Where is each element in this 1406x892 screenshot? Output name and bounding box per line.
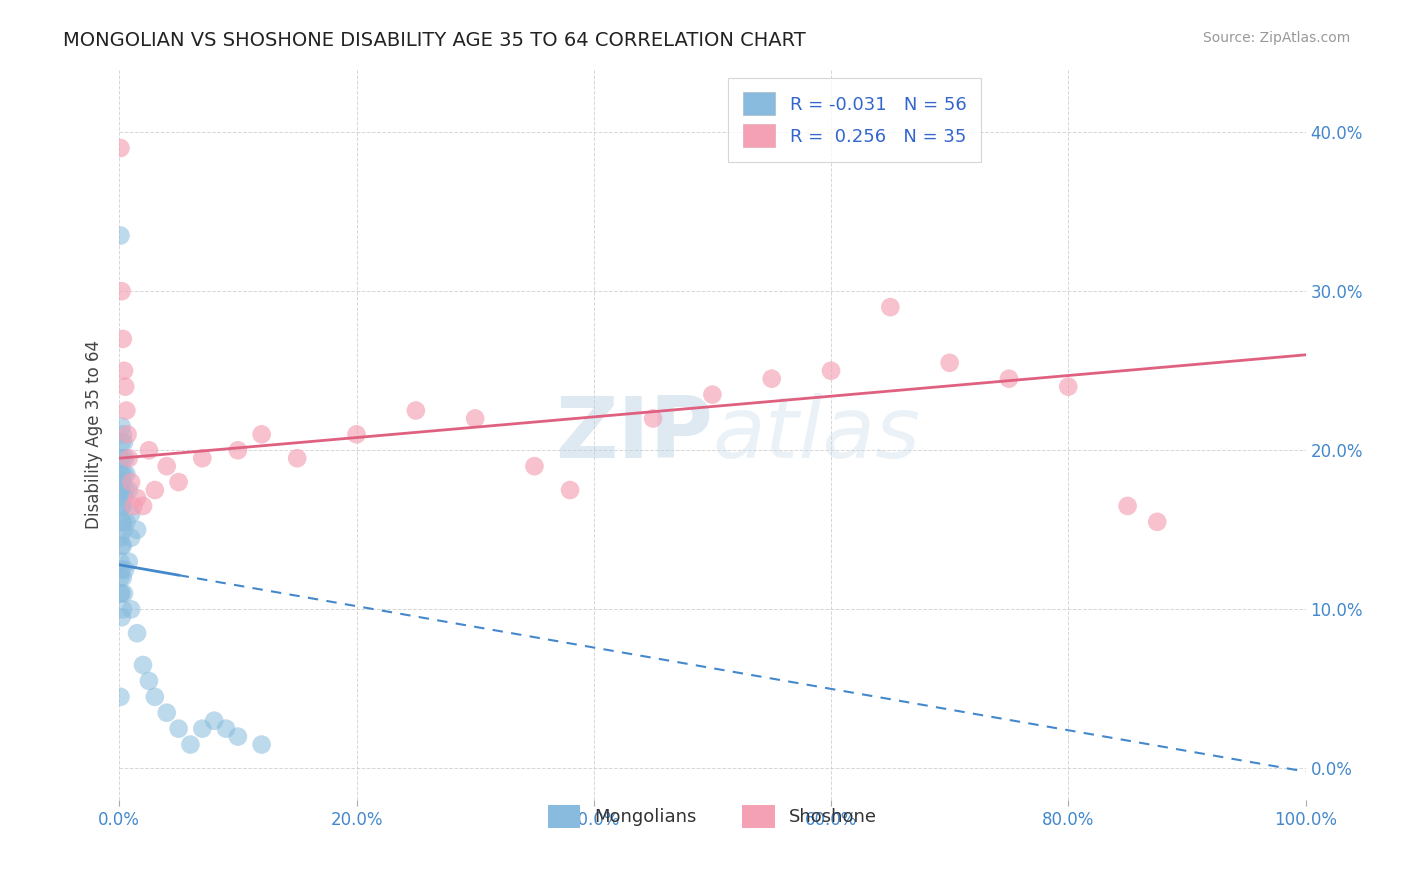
Point bbox=[112, 586, 135, 600]
Point bbox=[523, 459, 546, 474]
Point bbox=[110, 228, 132, 243]
Point bbox=[250, 427, 273, 442]
Point bbox=[125, 523, 148, 537]
Point bbox=[120, 475, 142, 489]
Point bbox=[111, 515, 134, 529]
Point bbox=[938, 356, 960, 370]
Point bbox=[1116, 499, 1139, 513]
Point bbox=[111, 427, 134, 442]
Point bbox=[111, 475, 134, 489]
Point bbox=[110, 451, 132, 466]
Point bbox=[111, 515, 134, 529]
Point bbox=[191, 722, 214, 736]
Point bbox=[110, 499, 132, 513]
Point bbox=[998, 372, 1021, 386]
Point bbox=[641, 411, 664, 425]
Point bbox=[111, 284, 134, 298]
Point bbox=[114, 379, 136, 393]
Text: ZIP: ZIP bbox=[554, 392, 713, 475]
Point bbox=[405, 403, 427, 417]
Point bbox=[114, 483, 136, 497]
Point bbox=[1057, 379, 1080, 393]
Point bbox=[191, 451, 214, 466]
Point bbox=[110, 690, 132, 704]
Point bbox=[125, 626, 148, 640]
Point bbox=[111, 332, 134, 346]
Point bbox=[111, 435, 134, 450]
Point bbox=[110, 570, 132, 584]
Point bbox=[143, 483, 166, 497]
Point bbox=[285, 451, 308, 466]
Point bbox=[111, 602, 134, 616]
Point bbox=[215, 722, 238, 736]
Point bbox=[117, 427, 139, 442]
Point bbox=[114, 451, 136, 466]
Point bbox=[110, 531, 132, 545]
Point bbox=[115, 403, 138, 417]
Point bbox=[111, 539, 134, 553]
Point bbox=[111, 586, 134, 600]
Point bbox=[110, 483, 132, 497]
Point bbox=[179, 738, 201, 752]
Point bbox=[122, 499, 145, 513]
Point bbox=[820, 364, 842, 378]
Legend: Mongolians, Shoshone: Mongolians, Shoshone bbox=[540, 797, 884, 835]
Point bbox=[120, 531, 142, 545]
Point bbox=[226, 443, 249, 458]
Point bbox=[114, 563, 136, 577]
Point bbox=[112, 491, 135, 505]
Point bbox=[111, 451, 134, 466]
Point bbox=[226, 730, 249, 744]
Point bbox=[202, 714, 225, 728]
Point bbox=[167, 722, 190, 736]
Point bbox=[156, 459, 179, 474]
Y-axis label: Disability Age 35 to 64: Disability Age 35 to 64 bbox=[86, 340, 103, 529]
Point bbox=[111, 499, 134, 513]
Point bbox=[110, 555, 132, 569]
Text: MONGOLIAN VS SHOSHONE DISABILITY AGE 35 TO 64 CORRELATION CHART: MONGOLIAN VS SHOSHONE DISABILITY AGE 35 … bbox=[63, 31, 806, 50]
Text: Source: ZipAtlas.com: Source: ZipAtlas.com bbox=[1202, 31, 1350, 45]
Point bbox=[464, 411, 486, 425]
Point bbox=[118, 483, 141, 497]
Point bbox=[112, 435, 135, 450]
Point bbox=[111, 419, 134, 434]
Text: atlas: atlas bbox=[713, 392, 921, 475]
Point bbox=[132, 499, 155, 513]
Point bbox=[167, 475, 190, 489]
Point bbox=[346, 427, 368, 442]
Point bbox=[558, 483, 581, 497]
Point bbox=[115, 515, 138, 529]
Point bbox=[115, 467, 138, 482]
Point bbox=[143, 690, 166, 704]
Point bbox=[879, 300, 901, 314]
Point bbox=[111, 467, 134, 482]
Point bbox=[138, 443, 160, 458]
Point bbox=[138, 673, 160, 688]
Point bbox=[132, 658, 155, 673]
Point bbox=[120, 507, 142, 521]
Point bbox=[761, 372, 783, 386]
Point bbox=[110, 467, 132, 482]
Point bbox=[250, 738, 273, 752]
Point bbox=[120, 602, 142, 616]
Point bbox=[702, 387, 724, 401]
Point bbox=[112, 523, 135, 537]
Point bbox=[118, 451, 141, 466]
Point bbox=[125, 491, 148, 505]
Point bbox=[111, 483, 134, 497]
Point bbox=[111, 499, 134, 513]
Point bbox=[110, 141, 132, 155]
Point bbox=[111, 570, 134, 584]
Point bbox=[1146, 515, 1168, 529]
Point bbox=[156, 706, 179, 720]
Point bbox=[112, 364, 135, 378]
Point bbox=[111, 563, 134, 577]
Point bbox=[111, 610, 134, 624]
Point bbox=[111, 539, 134, 553]
Point bbox=[112, 467, 135, 482]
Point bbox=[118, 555, 141, 569]
Point bbox=[110, 586, 132, 600]
